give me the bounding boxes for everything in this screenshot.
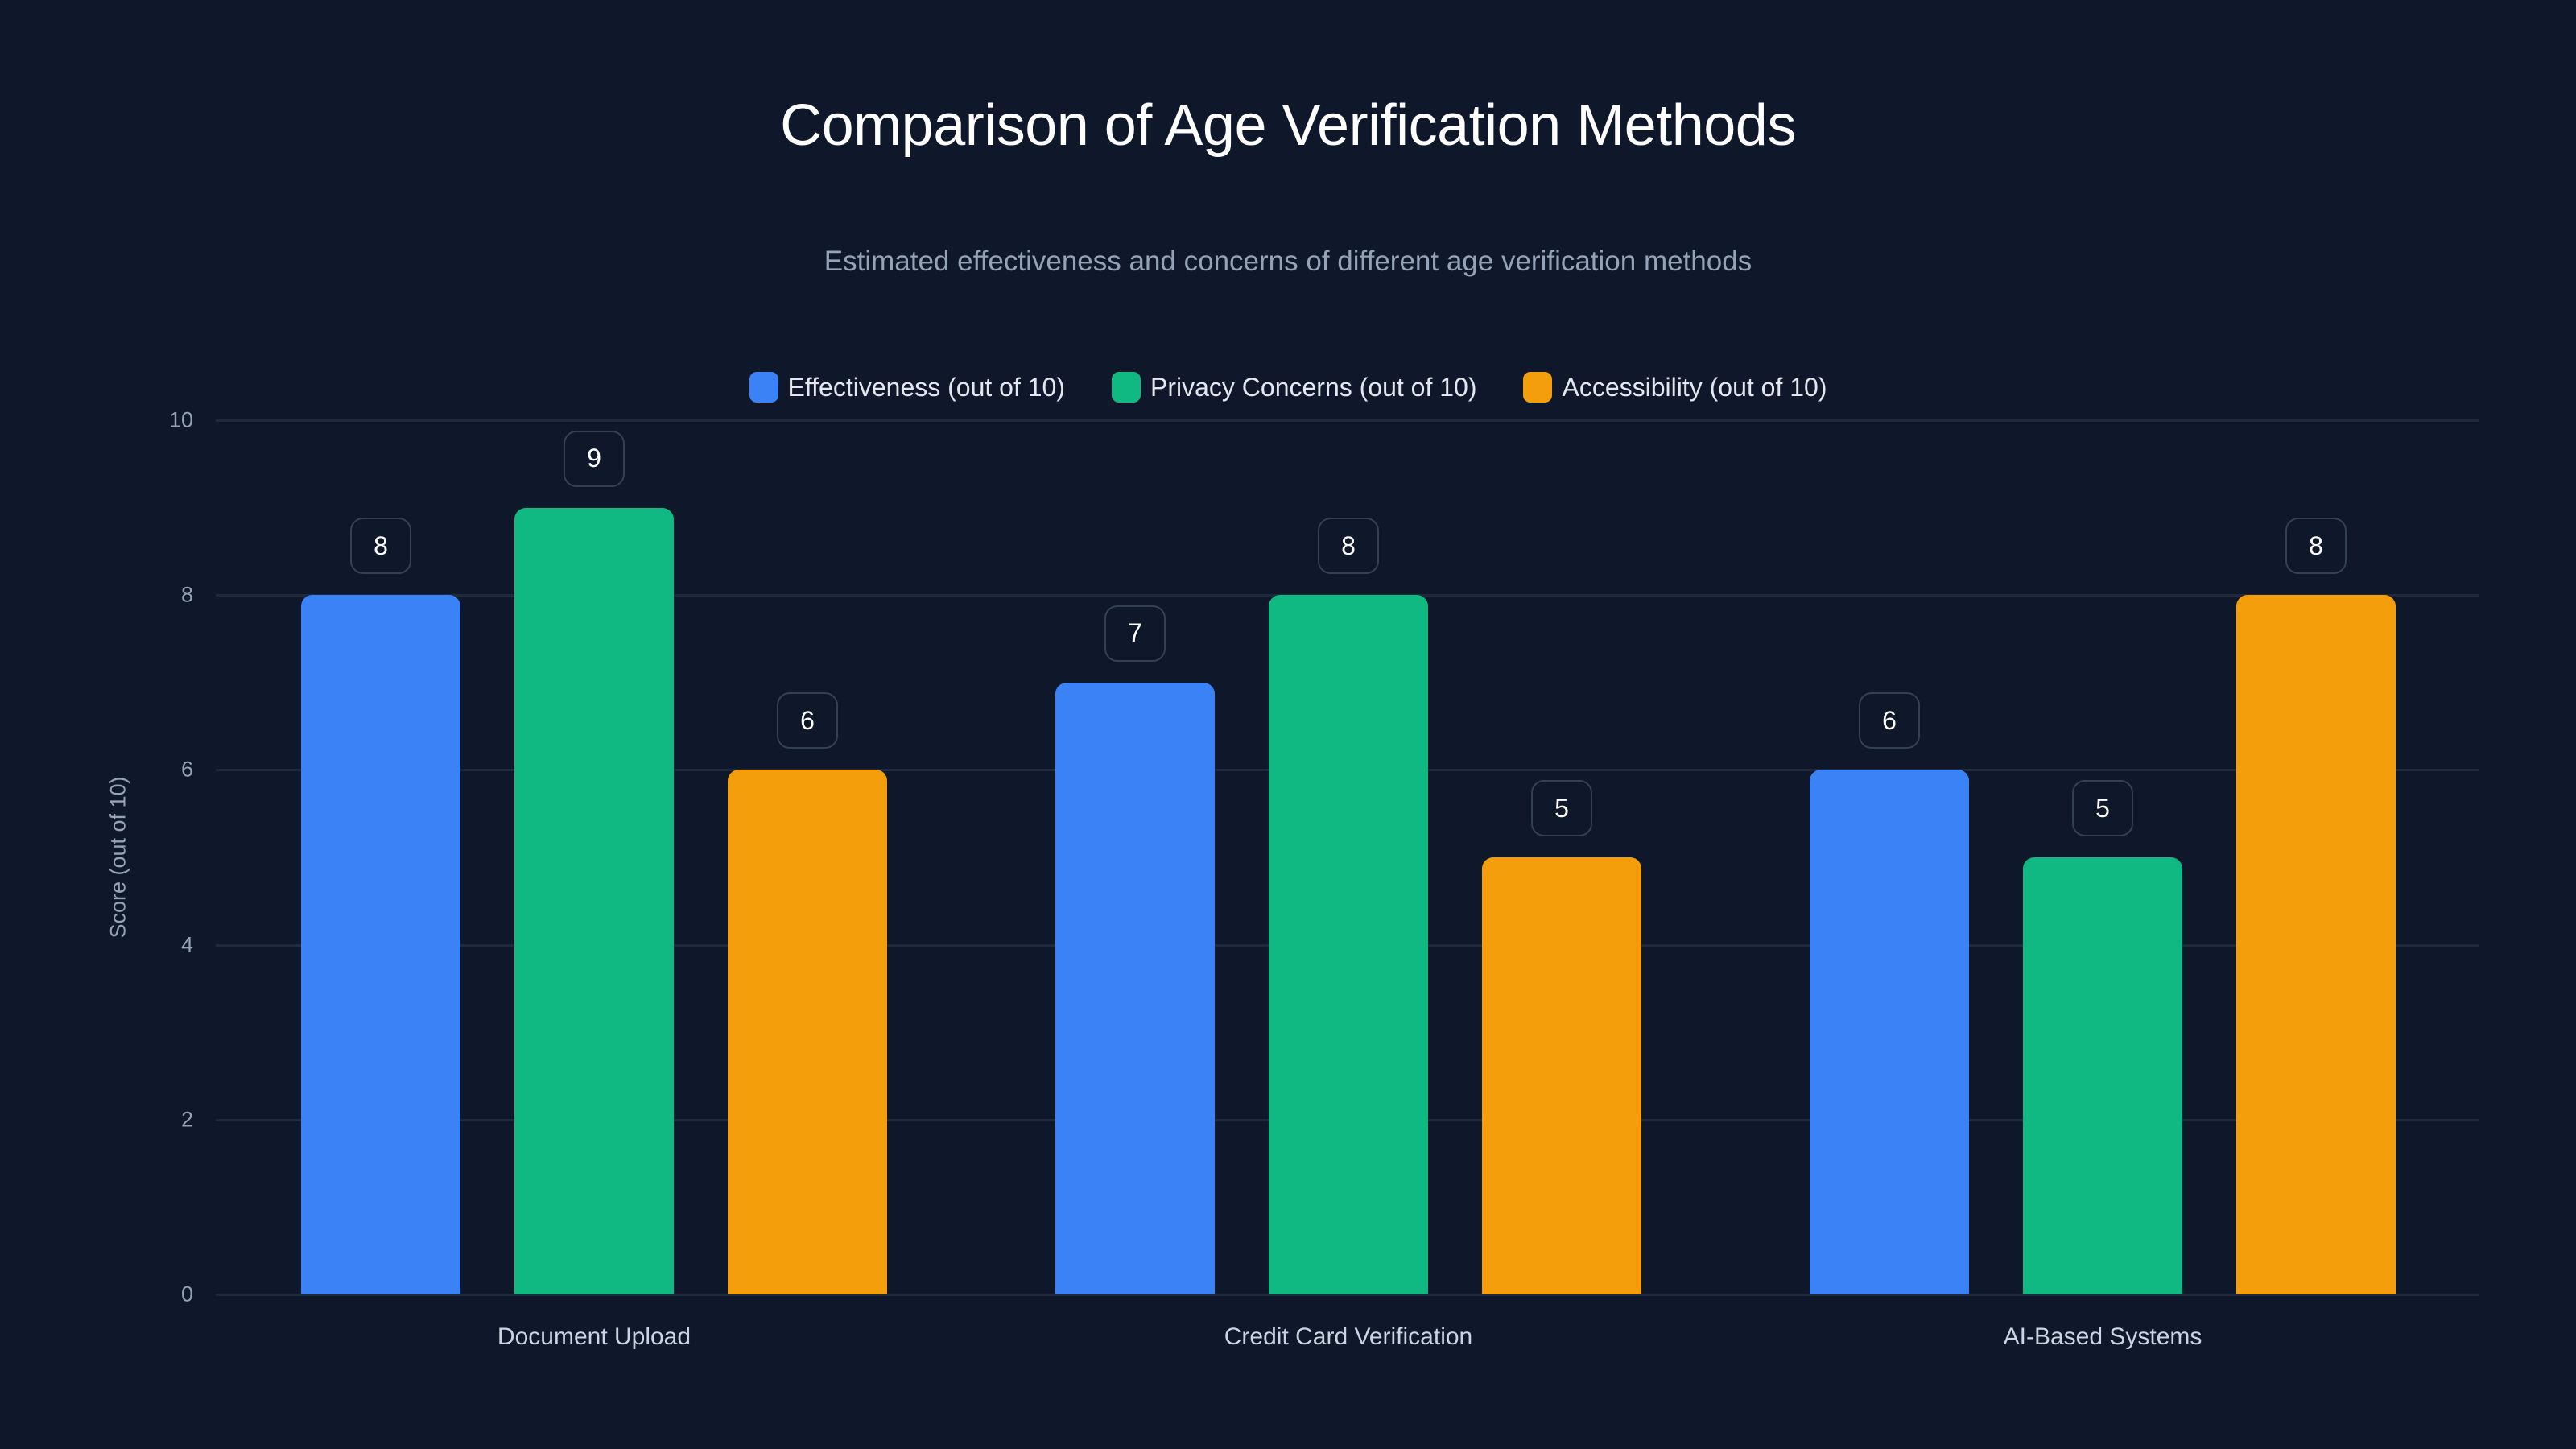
y-axis-label: Score (out of 10): [105, 776, 130, 939]
y-tick-label: 4: [180, 932, 193, 957]
y-tick-label: 6: [180, 757, 193, 782]
bar-value-label: 6: [1859, 692, 1920, 749]
bar[interactable]: [1810, 770, 1969, 1294]
bar-value-label: 8: [1318, 518, 1379, 575]
legend-label: Privacy Concerns (out of 10): [1150, 372, 1477, 402]
gridline: [216, 419, 2479, 422]
legend-item-privacy-concerns[interactable]: Privacy Concerns (out of 10): [1111, 372, 1477, 402]
legend-label: Effectiveness (out of 10): [787, 372, 1065, 402]
legend-item-effectiveness[interactable]: Effectiveness (out of 10): [749, 372, 1065, 402]
legend-swatch-blue-icon: [749, 372, 778, 402]
bar[interactable]: [301, 595, 460, 1294]
y-tick-label: 10: [168, 407, 193, 432]
gridline: [216, 1294, 2479, 1296]
y-tick-label: 2: [180, 1107, 193, 1132]
bar[interactable]: [728, 770, 887, 1294]
legend-label: Accessibility (out of 10): [1562, 372, 1827, 402]
bar[interactable]: [2023, 857, 2182, 1294]
bar[interactable]: [1482, 857, 1641, 1294]
bar-value-label: 8: [2285, 518, 2347, 575]
x-tick-label: Credit Card Verification: [1224, 1323, 1473, 1350]
bar-value-label: 8: [350, 518, 411, 575]
legend-item-accessibility[interactable]: Accessibility (out of 10): [1523, 372, 1827, 402]
bar-value-label: 5: [1531, 780, 1592, 836]
chart-subtitle: Estimated effectiveness and concerns of …: [824, 246, 1752, 277]
bar-value-label: 9: [564, 430, 625, 487]
bar[interactable]: [1269, 595, 1428, 1294]
bar[interactable]: [514, 507, 674, 1294]
y-tick-label: 0: [180, 1282, 193, 1307]
legend-swatch-green-icon: [1111, 372, 1141, 402]
bar-value-label: 7: [1104, 605, 1166, 662]
legend-swatch-orange-icon: [1523, 372, 1553, 402]
legend: Effectiveness (out of 10) Privacy Concer…: [0, 372, 2576, 402]
bar-value-label: 6: [777, 692, 838, 749]
chart-title: Comparison of Age Verification Methods: [780, 93, 1796, 158]
y-tick-label: 8: [180, 582, 193, 607]
bar[interactable]: [2236, 595, 2396, 1294]
bar-value-label: 5: [2072, 780, 2133, 836]
bar[interactable]: [1055, 682, 1215, 1294]
x-tick-label: Document Upload: [497, 1323, 691, 1350]
x-tick-label: AI-Based Systems: [2003, 1323, 2202, 1350]
